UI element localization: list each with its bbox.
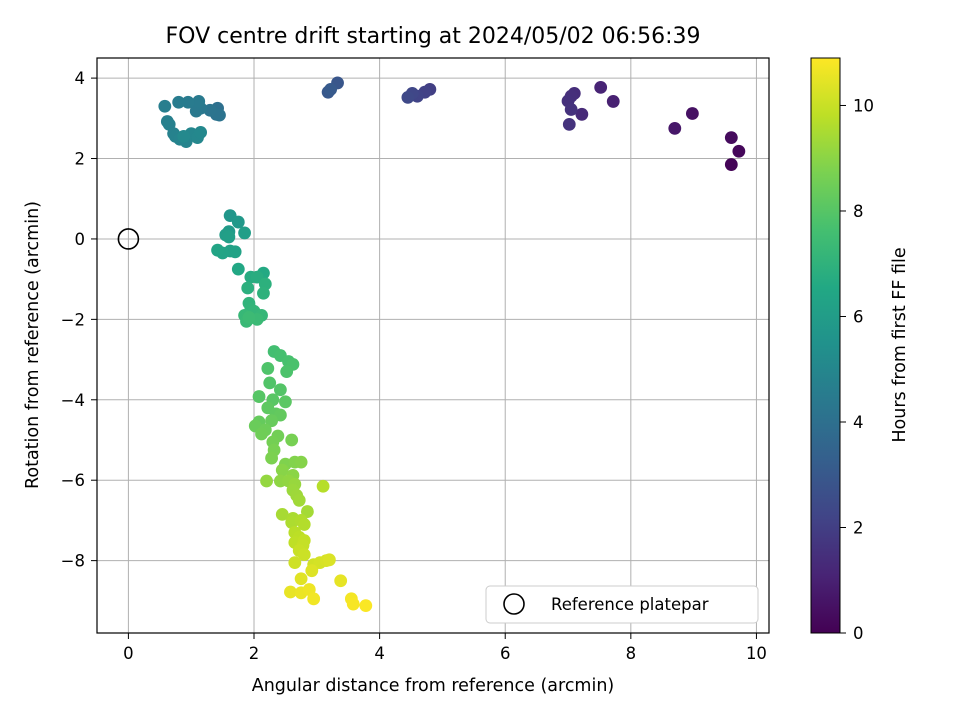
drift-point <box>307 592 321 606</box>
drift-point <box>241 281 255 295</box>
drift-point <box>228 245 242 259</box>
colorbar-ticks: 0 2 4 6 8 10 <box>840 96 874 643</box>
drift-point <box>231 215 245 229</box>
drift-point <box>322 553 336 567</box>
x-tick-label: 2 <box>249 644 260 663</box>
legend-reference-marker <box>503 593 525 615</box>
reference-platepar-marker <box>117 228 140 250</box>
drift-point <box>177 130 191 143</box>
drift-point <box>213 108 226 122</box>
y-tick-label: −8 <box>61 552 85 571</box>
drift-point <box>181 95 195 109</box>
drift-point <box>172 95 186 109</box>
grid-lines <box>97 58 769 633</box>
colorbar: 0 2 4 6 8 10 Hours from first FF file <box>810 57 910 643</box>
drift-point <box>292 493 306 507</box>
drift-point <box>359 599 373 613</box>
plot-background <box>97 58 769 633</box>
colorbar-label: Hours from first FF file <box>890 247 910 442</box>
drift-point <box>275 463 289 477</box>
drift-point <box>257 286 270 300</box>
x-tick-label: 8 <box>626 644 637 663</box>
x-tick-label: 6 <box>500 644 511 663</box>
drift-point <box>280 365 294 379</box>
drift-point <box>279 395 292 409</box>
drift-point <box>192 95 206 108</box>
drift-point <box>285 433 299 447</box>
drift-point <box>562 117 576 131</box>
colorbar-tick-label: 6 <box>853 307 864 326</box>
drift-point <box>265 414 278 428</box>
plot-area: 0 2 4 6 8 10 4 2 0 −2 −4 −6 −8 Reference platepar <box>61 57 770 663</box>
drift-point <box>305 564 319 578</box>
y-tick-label: 2 <box>75 150 86 169</box>
x-axis-ticks: 0 2 4 6 8 10 <box>123 633 767 663</box>
drift-point <box>252 390 266 403</box>
drift-point <box>724 158 738 171</box>
drift-point <box>732 144 746 158</box>
colorbar-tick-label: 2 <box>853 518 864 537</box>
drift-point <box>222 230 236 244</box>
y-tick-label: −4 <box>61 391 85 410</box>
legend-label: Reference platepar <box>551 595 709 614</box>
drift-point <box>401 91 415 104</box>
chart-title: FOV centre drift starting at 2024/05/02 … <box>166 24 701 49</box>
drift-point <box>564 103 578 116</box>
drift-point <box>189 104 203 118</box>
drift-point <box>685 107 699 120</box>
drift-point <box>324 82 338 96</box>
scatter-points <box>158 76 746 613</box>
drift-point <box>194 125 208 139</box>
drift-point <box>263 376 277 390</box>
drift-point <box>265 451 278 465</box>
plot-frame <box>96 57 770 634</box>
drift-point <box>261 362 275 375</box>
drift-point <box>288 556 302 570</box>
colorbar-tick-label: 8 <box>853 202 864 221</box>
legend: Reference platepar <box>485 585 759 624</box>
drift-point <box>260 474 273 488</box>
drift-point <box>316 479 330 493</box>
y-axis-ticks: 4 2 0 −2 −4 −6 −8 <box>61 69 97 571</box>
drift-point <box>238 226 251 240</box>
y-axis-label: Rotation from reference (arcmin) <box>23 201 43 489</box>
drift-point <box>297 548 311 561</box>
drift-point <box>275 507 289 521</box>
drift-point <box>334 574 348 588</box>
drift-point <box>255 427 268 441</box>
x-axis-label: Angular distance from reference (arcmin) <box>252 676 615 696</box>
x-tick-label: 4 <box>374 644 385 663</box>
drift-point <box>606 95 620 108</box>
drift-point <box>300 505 314 518</box>
drift-point <box>294 572 308 586</box>
colorbar-gradient <box>810 57 841 634</box>
colorbar-tick-label: 0 <box>853 624 864 643</box>
drift-point <box>242 310 256 324</box>
drift-point <box>346 597 360 611</box>
drift-point <box>594 80 608 94</box>
drift-point <box>231 262 245 276</box>
drift-point <box>668 121 682 135</box>
y-tick-label: −6 <box>61 471 85 490</box>
drift-point <box>724 131 738 145</box>
legend-box <box>485 585 759 624</box>
drift-point <box>575 107 589 121</box>
colorbar-tick-label: 10 <box>853 96 874 115</box>
x-tick-label: 10 <box>746 644 767 663</box>
drift-point <box>294 455 308 469</box>
y-tick-label: 4 <box>75 69 86 88</box>
colorbar-tick-label: 4 <box>853 413 864 432</box>
drift-point <box>273 383 287 397</box>
drift-point <box>211 243 224 257</box>
drift-point <box>284 585 297 599</box>
x-tick-label: 0 <box>123 644 134 663</box>
y-tick-label: −2 <box>61 310 85 329</box>
drift-point <box>297 518 311 531</box>
y-tick-label: 0 <box>75 230 86 249</box>
drift-point <box>158 99 172 113</box>
